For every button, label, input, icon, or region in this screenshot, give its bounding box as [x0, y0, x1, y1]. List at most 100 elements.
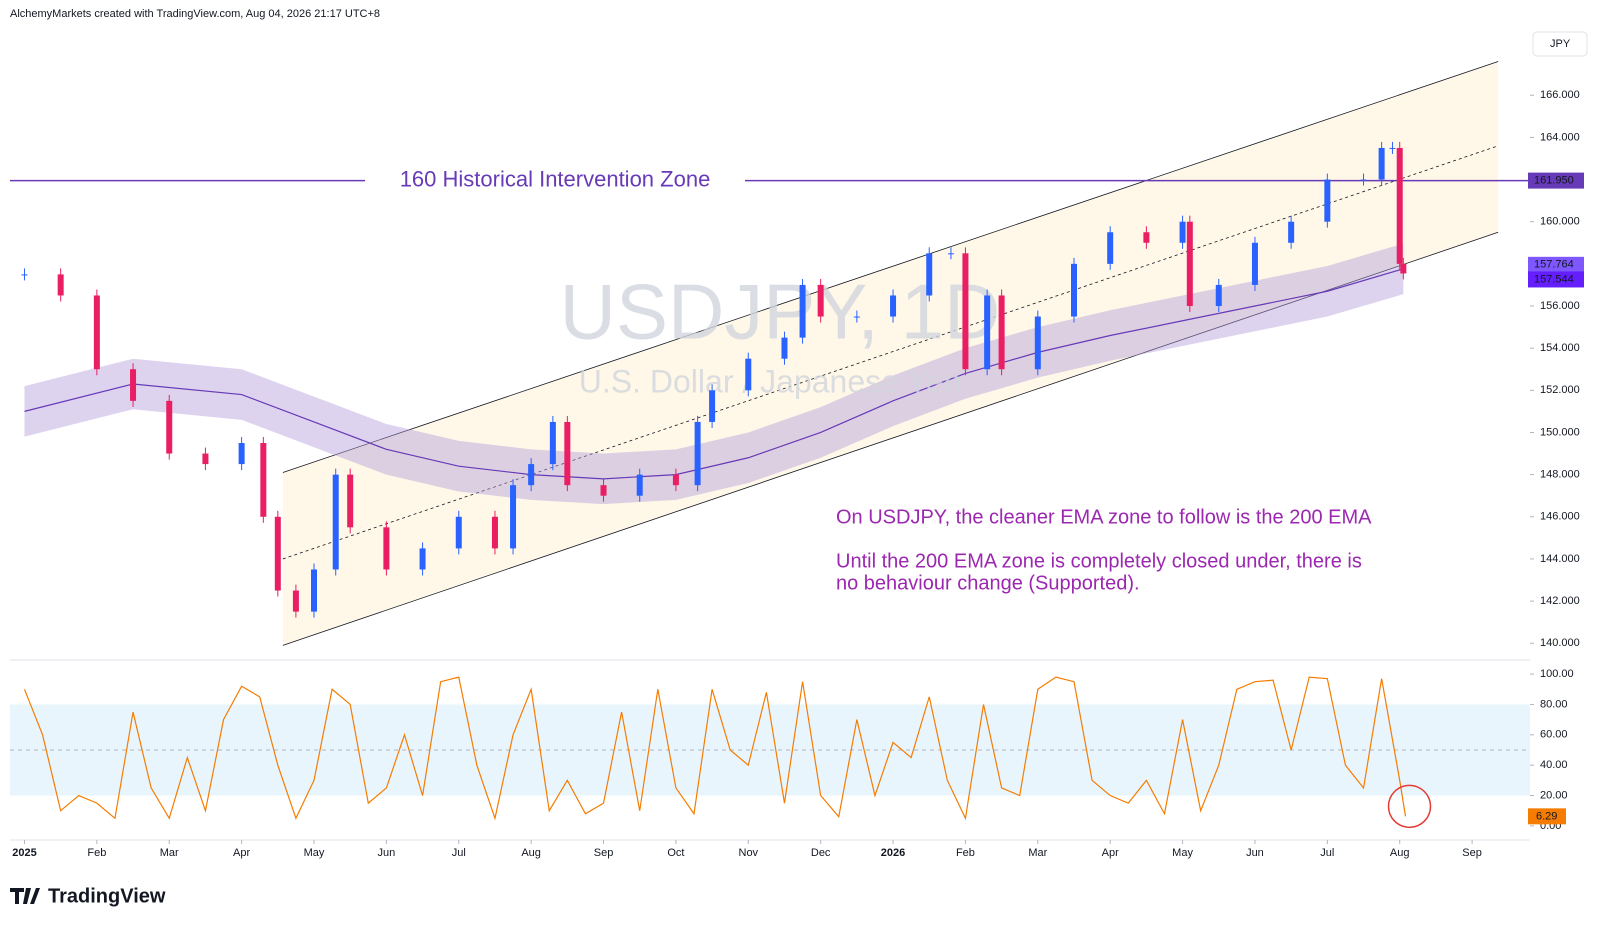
candle: [130, 369, 137, 401]
x-tick-label: Sep: [1462, 847, 1482, 859]
highlight-circle: [1387, 784, 1432, 829]
candle: [564, 421, 571, 486]
currency-box: [1532, 31, 1588, 57]
candle: [57, 274, 64, 296]
price-label: 157.544: [1534, 273, 1574, 285]
x-tick-label: Jun: [378, 847, 396, 859]
candle: [1400, 263, 1407, 274]
ema-line: [24, 268, 1404, 480]
stoch-tick-label: 60.00: [1540, 729, 1568, 741]
x-tick-label: Dec: [811, 847, 831, 859]
x-tick-label: Feb: [956, 847, 975, 859]
candle: [455, 516, 462, 549]
y-tick-label: 146.000: [1540, 511, 1580, 523]
x-tick-label: May: [1172, 847, 1193, 859]
candle: [1179, 221, 1186, 243]
y-tick-label: 156.000: [1540, 300, 1580, 312]
candle: [1071, 263, 1077, 317]
x-tick-label: Feb: [87, 847, 106, 859]
brand: TradingView: [48, 885, 166, 907]
annotation: no behaviour change (Supported).: [836, 572, 1140, 594]
candle: [491, 516, 498, 549]
x-tick-label: Sep: [594, 847, 614, 859]
x-tick-label: Oct: [667, 847, 684, 859]
y-tick-label: 152.000: [1540, 384, 1580, 396]
x-tick-label: May: [304, 847, 325, 859]
brand-logo: [10, 888, 40, 904]
channel-line: [282, 231, 1499, 646]
candle: [274, 516, 281, 591]
ema-band: [24, 243, 1404, 505]
currency: JPY: [1550, 38, 1571, 50]
candle: [332, 474, 339, 570]
y-tick-label: 154.000: [1540, 342, 1580, 354]
candle: [984, 295, 991, 370]
candle: [998, 295, 1005, 370]
candle: [600, 485, 607, 496]
x-tick-label: Jul: [452, 847, 466, 859]
candle: [311, 569, 317, 612]
candle: [347, 474, 354, 528]
candle: [528, 464, 535, 486]
candle: [926, 253, 933, 296]
candle: [636, 474, 643, 496]
annotation: Until the 200 EMA zone is completely clo…: [836, 550, 1362, 572]
candle: [947, 253, 954, 255]
y-tick-label: 164.000: [1540, 131, 1580, 143]
candle: [419, 548, 426, 570]
candle: [962, 253, 969, 370]
y-tick-label: 160.000: [1540, 216, 1580, 228]
candle: [1396, 147, 1403, 264]
x-tick-label: 2025: [12, 847, 36, 859]
price-label: 157.764: [1534, 259, 1574, 271]
x-tick-label: 2026: [881, 847, 905, 859]
x-tick-label: Jun: [1246, 847, 1264, 859]
x-tick-label: Aug: [521, 847, 541, 859]
x-tick-label: Nov: [739, 847, 759, 859]
price-label: 161.950: [1534, 175, 1574, 187]
candle: [781, 337, 788, 359]
x-tick-label: Apr: [1102, 847, 1119, 859]
annotation: On USDJPY, the cleaner EMA zone to follo…: [836, 506, 1372, 528]
x-tick-label: Apr: [233, 847, 250, 859]
x-tick-label: Mar: [1028, 847, 1047, 859]
candle: [260, 443, 267, 517]
header: AlchemyMarkets created with TradingView.…: [10, 8, 380, 20]
y-tick-label: 142.000: [1540, 595, 1580, 607]
candle: [1143, 232, 1150, 243]
channel-line: [282, 145, 1499, 560]
candle: [549, 421, 556, 465]
candle: [1288, 221, 1295, 243]
stoch-tick-label: 40.00: [1540, 759, 1568, 771]
y-tick-label: 140.000: [1540, 637, 1580, 649]
stoch-tick-label: 80.00: [1540, 698, 1568, 710]
candle: [745, 358, 752, 391]
x-tick-label: Mar: [160, 847, 179, 859]
candle: [1389, 147, 1396, 149]
candle: [1360, 179, 1367, 181]
y-tick-label: 144.000: [1540, 553, 1580, 565]
candle: [1186, 221, 1193, 307]
candle: [1378, 147, 1385, 180]
candle: [853, 316, 860, 318]
stoch-tick-label: 100.00: [1540, 668, 1574, 680]
candle: [21, 274, 28, 276]
x-tick-label: Jul: [1320, 847, 1334, 859]
candle: [1034, 316, 1041, 370]
watermark: USDJPY, 1D: [560, 268, 1001, 356]
candle: [1324, 179, 1331, 222]
candle: [202, 453, 209, 465]
channel-fill: [282, 61, 1499, 646]
price-label-box: [1528, 256, 1584, 273]
candle: [292, 590, 299, 612]
candle: [238, 443, 245, 465]
candle: [799, 284, 806, 338]
y-tick-label: 166.000: [1540, 89, 1580, 101]
stoch-line: [23, 676, 1407, 821]
candle: [383, 527, 390, 570]
channel-line: [282, 61, 1499, 473]
candle: [890, 295, 897, 317]
hline-label: 160 Historical Intervention Zone: [400, 166, 711, 191]
candle: [709, 390, 716, 422]
